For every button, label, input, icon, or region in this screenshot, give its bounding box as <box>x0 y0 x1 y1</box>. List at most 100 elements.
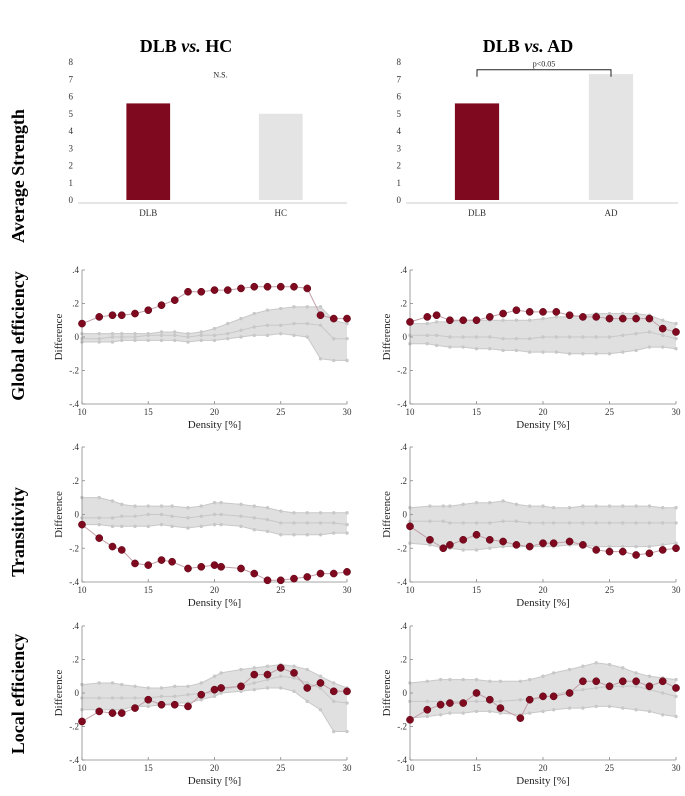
band-lower-point <box>159 338 164 343</box>
band-lower-point <box>501 544 505 549</box>
band-lower-point <box>120 524 124 529</box>
band-lower-point <box>239 524 243 529</box>
null-mean-point <box>551 521 556 525</box>
band-lower-point <box>434 343 439 348</box>
band-upper-point <box>674 677 678 682</box>
observed-difference-point <box>472 316 481 325</box>
null-mean-point <box>97 696 101 700</box>
observed-difference-point <box>645 549 654 558</box>
band-upper-point <box>488 500 492 505</box>
band-upper-point <box>345 511 349 515</box>
band-upper-point <box>292 305 296 309</box>
band-lower-point <box>474 347 479 351</box>
null-mean-point <box>474 699 479 704</box>
null-mean-point <box>318 521 323 525</box>
observed-difference-point <box>516 714 525 722</box>
x-tick-label: 30 <box>343 585 353 595</box>
observed-difference-point <box>605 682 614 691</box>
band-upper-point <box>594 661 598 665</box>
band-lower-point <box>661 543 665 547</box>
null-mean-point <box>252 325 256 329</box>
y-tick-label: -.2 <box>397 366 407 376</box>
observed-difference-point <box>131 559 139 568</box>
observed-difference-point <box>263 282 272 291</box>
observed-difference-point <box>423 705 432 714</box>
null-mean-point <box>173 694 177 699</box>
band-lower-point <box>581 706 585 710</box>
band-lower-point <box>133 338 137 343</box>
band-lower-point <box>186 340 190 344</box>
null-mean-point <box>265 517 270 522</box>
observed-difference-point <box>276 576 285 585</box>
null-mean-point <box>634 331 638 336</box>
null-mean-point <box>661 691 665 695</box>
band-upper-point <box>265 308 270 312</box>
band-lower-point <box>514 348 519 353</box>
null-mean-point <box>318 323 323 327</box>
band-lower-point <box>661 345 665 349</box>
band-lower-point <box>607 704 612 709</box>
row-label-global-efficiency: Global efficiency <box>8 271 28 400</box>
observed-difference-point <box>343 314 351 323</box>
band-lower-point <box>252 333 256 338</box>
null-mean-point <box>212 333 217 338</box>
band-upper-point <box>488 679 492 683</box>
y-tick-label: .2 <box>72 299 79 309</box>
y-axis-label: Difference <box>53 313 65 360</box>
band-lower-point <box>647 345 652 349</box>
null-mean-point <box>594 521 598 525</box>
observed-difference-point <box>632 677 640 686</box>
band-upper-point <box>674 506 678 510</box>
observed-difference-point <box>539 539 547 548</box>
null-mean-point <box>425 333 429 338</box>
observed-difference-point <box>525 695 534 704</box>
band-lower-point <box>488 546 492 550</box>
null-mean-point <box>292 321 296 326</box>
band-lower-point <box>634 348 638 353</box>
observed-difference-point <box>78 717 86 726</box>
band-upper-point <box>332 511 336 515</box>
band-upper-point <box>146 504 150 508</box>
y-tick-label: 0 <box>403 332 408 342</box>
band-lower-point <box>292 689 296 694</box>
observed-difference-point <box>217 562 225 571</box>
observed-difference-point <box>131 309 139 318</box>
y-tick-label: -.2 <box>69 543 79 553</box>
column-title-hc: DLB vs. HC <box>140 36 233 56</box>
band-lower-point <box>219 691 223 695</box>
band-upper-point <box>634 311 638 316</box>
band-lower-point <box>528 350 532 354</box>
observed-difference-point <box>263 576 272 585</box>
observed-difference-point <box>459 699 468 707</box>
observed-difference-point <box>446 699 454 707</box>
band-upper-point <box>647 504 652 508</box>
null-mean-point <box>332 336 336 341</box>
y-tick-label: 1 <box>69 178 74 188</box>
null-mean-point <box>461 335 465 339</box>
null-mean-point <box>110 516 115 520</box>
observed-difference-point <box>168 557 176 566</box>
null-mean-point <box>434 333 439 338</box>
bar-ad <box>588 74 634 200</box>
null-mean-point <box>541 521 545 525</box>
band-upper-point <box>265 664 270 668</box>
null-mean-point <box>212 512 217 517</box>
band-lower-point <box>199 338 203 343</box>
band-lower-point <box>170 524 174 529</box>
null-mean-point <box>501 336 505 341</box>
band-upper-point <box>199 681 203 685</box>
panel-strength-dlb-vs-hc: 0 1 2 3 4 5 6 7 8 DLB HC N.S. <box>69 57 347 218</box>
x-tick-label: 15 <box>472 763 482 773</box>
observed-difference-point <box>436 700 445 709</box>
band-upper-point <box>425 321 429 326</box>
x-tick-label: 25 <box>605 763 615 773</box>
band-upper-point <box>474 677 479 682</box>
band-lower-point <box>305 699 309 704</box>
band-lower-point <box>567 706 572 710</box>
observed-difference-point <box>184 287 192 296</box>
band-upper-point <box>159 686 164 690</box>
null-mean-point <box>97 516 101 520</box>
null-mean-point <box>621 521 625 525</box>
band-lower-point <box>501 348 505 353</box>
